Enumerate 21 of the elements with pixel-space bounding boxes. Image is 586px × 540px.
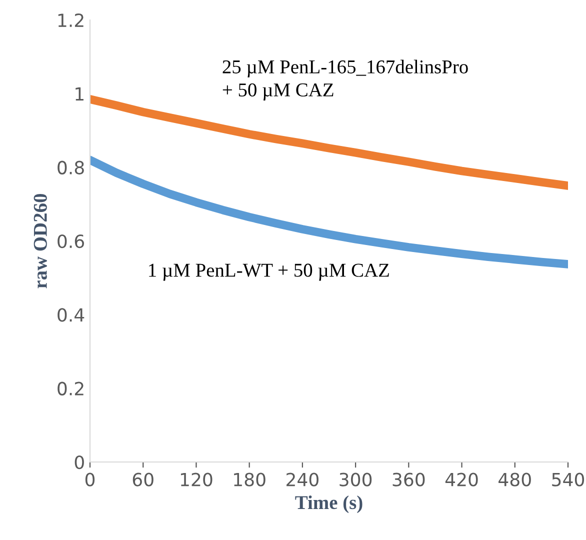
x-tick-label: 60: [132, 472, 154, 486]
y-tick-label: 1: [76, 87, 84, 101]
y-tick-label: 0.8: [58, 160, 84, 174]
x-tick-label: 420: [445, 472, 478, 486]
y-tick-label: 1.2: [58, 13, 84, 27]
x-tick-label: 240: [286, 472, 318, 486]
x-tick-label: 180: [234, 472, 266, 486]
x-tick-label: 300: [340, 472, 372, 486]
y-tick-label: 0.2: [58, 382, 84, 396]
y-tick-label: 0.4: [58, 308, 84, 322]
annotation: 1 µM PenL-WT + 50 µM CAZ: [149, 264, 389, 281]
x-tick-label: 360: [392, 472, 425, 486]
y-axis-title: raw OD260: [34, 194, 47, 288]
x-tick-label: 480: [498, 472, 531, 486]
x-tick-label: 0: [85, 472, 95, 486]
annotation: 25 µM PenL-165_167delinsPro + 50 µM CAZ: [222, 60, 468, 100]
y-tick-label: 0: [74, 455, 84, 470]
x-axis-title: Time (s): [295, 495, 362, 514]
y-tick-label: 0.6: [58, 234, 84, 248]
x-tick-label: 120: [180, 472, 212, 486]
x-tick-label: 540: [552, 472, 584, 486]
